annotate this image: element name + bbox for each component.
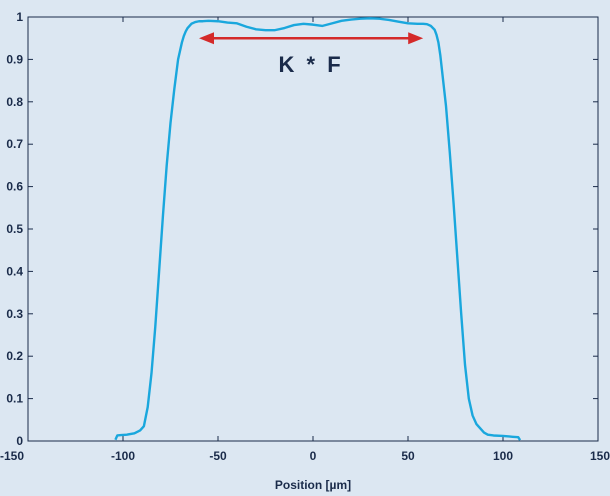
x-tick-label: 50 bbox=[401, 449, 415, 463]
y-tick-label: 0 bbox=[16, 434, 23, 448]
x-tick-label: -150 bbox=[0, 449, 24, 463]
y-tick-label: 0.5 bbox=[6, 222, 23, 236]
annotation-kf: K * F bbox=[199, 32, 424, 77]
x-tick-label: -100 bbox=[111, 449, 135, 463]
x-axis-label: Position [µm] bbox=[275, 478, 351, 492]
arrow-head-left bbox=[199, 32, 214, 45]
y-tick-label: 0.6 bbox=[6, 180, 23, 194]
y-tick-label: 0.1 bbox=[6, 392, 23, 406]
x-tick-label: 100 bbox=[493, 449, 513, 463]
series-line bbox=[114, 17, 522, 441]
x-tick-label: 150 bbox=[590, 449, 610, 463]
y-tick-label: 0.3 bbox=[6, 307, 23, 321]
y-tick-label: 0.7 bbox=[6, 137, 23, 151]
tick-labels: -150 -100 -50 0 50 100 150 0 0.1 0.2 0.3 0.4 0.5 0.6 0… bbox=[0, 10, 610, 463]
y-tick-label: 0.4 bbox=[6, 264, 23, 278]
y-tick-label: 0.2 bbox=[6, 349, 23, 363]
annotation-label: K * F bbox=[279, 52, 344, 77]
y-tick-label: 0.9 bbox=[6, 52, 23, 66]
plot-axes bbox=[27, 16, 599, 442]
plot-frame bbox=[27, 16, 599, 442]
x-tick-label: 0 bbox=[310, 449, 317, 463]
y-tick-label: 1 bbox=[16, 10, 23, 24]
x-tick-label: -50 bbox=[209, 449, 227, 463]
arrow-head-right bbox=[408, 32, 424, 45]
y-tick-label: 0.8 bbox=[6, 95, 23, 109]
